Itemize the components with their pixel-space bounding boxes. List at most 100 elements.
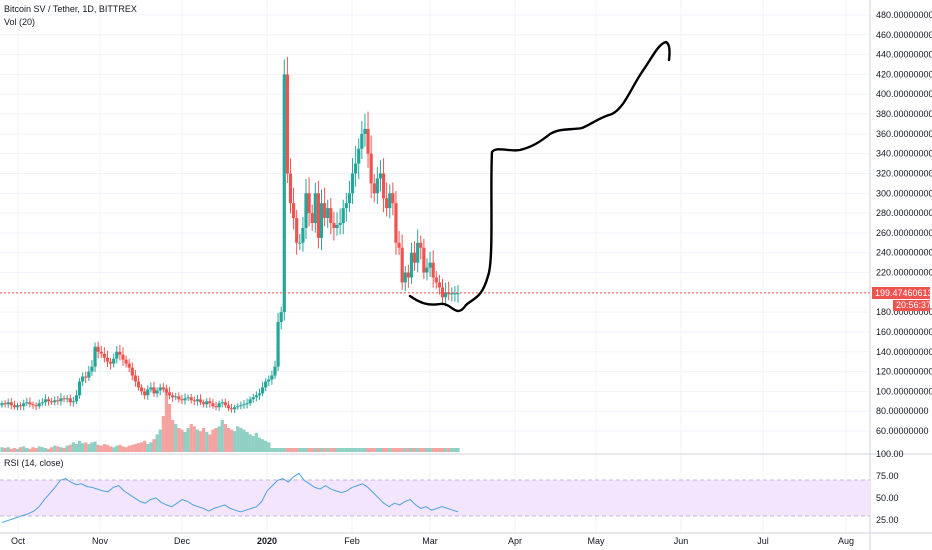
- candle-body: [412, 252, 417, 263]
- volume-bar: [50, 447, 54, 452]
- volume-bar: [19, 447, 23, 452]
- volume-bar: [239, 428, 243, 452]
- candle-body: [304, 193, 308, 228]
- candle-body: [276, 322, 280, 367]
- candle-body: [189, 397, 193, 401]
- candle-body: [366, 128, 370, 154]
- rsi-legend[interactable]: RSI (14, close): [4, 458, 64, 468]
- volume-bar: [174, 424, 178, 452]
- volume-bar: [307, 448, 311, 452]
- candle-body: [74, 395, 79, 402]
- time-tick-label: Nov: [92, 536, 109, 546]
- price-tick-label: 160.00000000: [876, 327, 932, 337]
- candle-body: [102, 353, 106, 358]
- candle-body: [81, 376, 85, 382]
- volume-bar: [310, 448, 314, 452]
- hand-drawn-projection[interactable]: [408, 40, 671, 313]
- candle-body: [254, 395, 258, 398]
- candle-body: [419, 242, 423, 248]
- candle-body: [344, 203, 348, 209]
- candle-body: [273, 366, 277, 376]
- volume-bar: [161, 416, 165, 452]
- candle-body: [267, 379, 271, 382]
- price-tick-label: 400.00000000: [876, 89, 932, 99]
- candle-body: [409, 252, 414, 278]
- volume-bar: [323, 448, 327, 452]
- volume-bar: [251, 436, 255, 452]
- volume-legend[interactable]: Vol (20): [4, 17, 35, 27]
- volume-bar: [409, 448, 414, 452]
- volume-bar: [226, 428, 231, 452]
- time-tick-label: Dec: [174, 536, 191, 546]
- volume-bar: [158, 429, 162, 452]
- candle-body: [388, 193, 392, 209]
- candle-body: [385, 198, 389, 209]
- candle-body: [99, 351, 103, 354]
- volume-bar: [59, 447, 63, 452]
- price-tick-label: 220.00000000: [876, 268, 932, 278]
- candle-body: [397, 242, 401, 248]
- candle-body: [130, 367, 134, 376]
- candle-body: [375, 178, 379, 194]
- price-tick-label: 140.00000000: [876, 347, 932, 357]
- price-tick-label: 120.00000000: [876, 367, 932, 377]
- volume-bar: [202, 428, 206, 452]
- volume-bar: [416, 448, 420, 452]
- volume-bar: [260, 439, 265, 452]
- volume-bar: [443, 448, 448, 452]
- candle-body: [28, 402, 32, 405]
- volume-bar: [347, 448, 352, 452]
- candle-body: [136, 381, 141, 388]
- candle-body: [456, 293, 460, 295]
- candle-body: [434, 277, 438, 283]
- candle-body: [65, 398, 69, 400]
- volume-bar: [0, 447, 4, 452]
- volume-bar: [183, 432, 187, 452]
- volume-bar: [422, 448, 426, 452]
- volume-bar: [338, 448, 342, 452]
- price-tick-label: 100.00000000: [876, 386, 932, 396]
- candle-body: [226, 405, 231, 409]
- rsi-tick-label: 25.00: [876, 515, 899, 525]
- volume-bar: [344, 448, 348, 452]
- last-price-value: 199.47460613: [875, 288, 932, 298]
- chart-title[interactable]: Bitcoin SV / Tether, 1D, BITTREX: [4, 4, 137, 14]
- candle-body: [15, 405, 20, 408]
- candle-body: [307, 193, 311, 214]
- volume-bar: [6, 447, 10, 452]
- volume-bar: [171, 420, 175, 452]
- candle-body: [62, 398, 66, 400]
- candle-body: [298, 242, 302, 244]
- candle-body: [363, 128, 367, 134]
- time-tick-label: Jul: [757, 536, 769, 546]
- volume-bar: [186, 428, 190, 452]
- price-tick-label: 260.00000000: [876, 228, 932, 238]
- price-axis[interactable]: 480.00000000 460.00000000 440.00000000 420.…: [876, 10, 932, 436]
- price-tick-label: 360.00000000: [876, 129, 932, 139]
- volume-bar: [40, 447, 44, 452]
- price-tick-label: 300.00000000: [876, 188, 932, 198]
- volume-bar: [121, 446, 125, 452]
- volume-bar: [385, 448, 389, 452]
- candle-body: [251, 397, 255, 400]
- volume-bar: [223, 424, 227, 452]
- candle-body: [372, 183, 376, 194]
- candle-body: [84, 376, 88, 378]
- candle-body: [155, 390, 159, 394]
- volume-bar: [437, 448, 441, 452]
- volume-bar: [56, 446, 60, 452]
- rsi-tick-label: 75.00: [876, 471, 899, 481]
- volume-bar: [74, 444, 79, 452]
- volume-bar: [71, 442, 75, 452]
- volume-bar: [139, 442, 144, 452]
- candle-body: [180, 399, 184, 401]
- candle-body: [31, 404, 35, 406]
- rsi-axis[interactable]: 100.00 75.00 50.00 25.00: [876, 449, 904, 525]
- candle-body: [183, 398, 187, 401]
- volume-bar: [149, 442, 153, 452]
- time-axis[interactable]: Oct Nov Dec 2020 Feb Mar Apr May Jun Jul Aug: [11, 536, 854, 546]
- volume-bar: [53, 445, 57, 452]
- candle-body: [161, 387, 165, 390]
- candle-body: [332, 223, 336, 228]
